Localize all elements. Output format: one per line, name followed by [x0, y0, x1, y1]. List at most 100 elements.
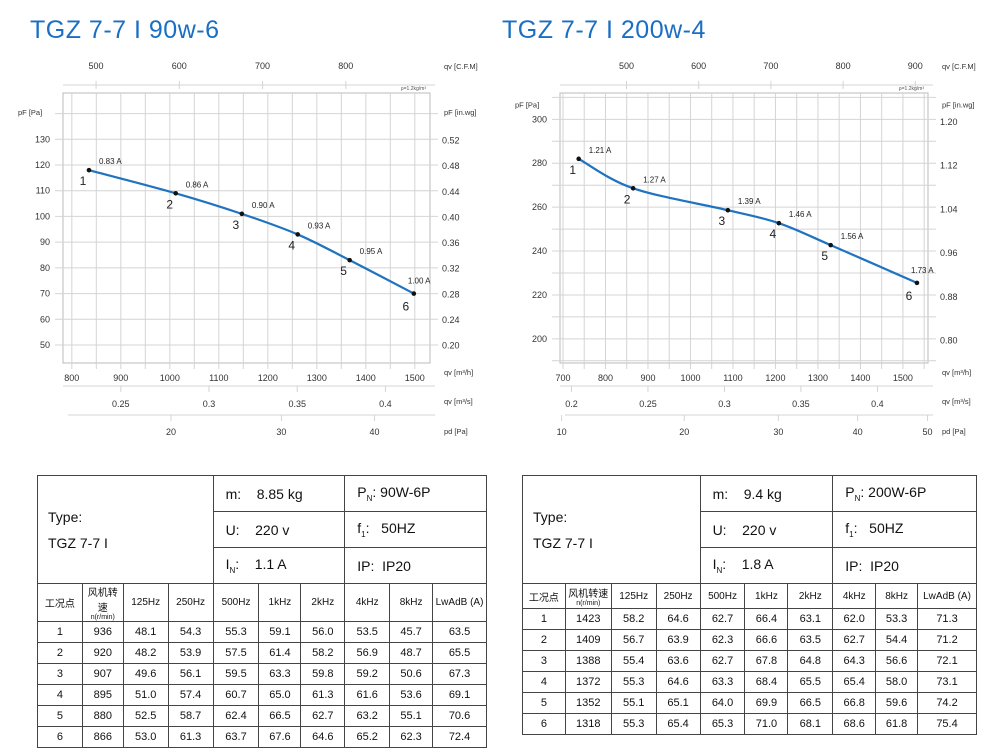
point-number: 5: [340, 264, 347, 278]
column-header: 1kHz: [744, 583, 789, 609]
frequency-value: 50HZ: [381, 520, 416, 537]
x-tick-label: 900: [113, 373, 128, 383]
table-row: 4 1372 55.3 64.6 63.3 68.4 65.5 65.4 58.0 73.1: [522, 671, 977, 693]
table-cell: 66.6: [744, 629, 789, 651]
cfm-tick-label: 900: [908, 61, 923, 71]
table-cell: 53.9: [167, 642, 214, 664]
table-cell: 62.3: [389, 726, 434, 748]
column-header: 125Hz: [610, 583, 657, 609]
x-tick-label: 1000: [160, 373, 180, 383]
x-axis-label: qv [m³/h]: [444, 368, 473, 377]
point-number: 3: [233, 218, 240, 232]
operating-point-3: [725, 207, 731, 213]
x-tick-label: 1100: [723, 373, 742, 383]
column-header: 4kHz: [832, 583, 877, 609]
chart-title-right: TGZ 7-7 I 200w-4: [502, 16, 706, 44]
x-tick-label: 1300: [307, 373, 327, 383]
table-cell: 63.6: [655, 650, 701, 672]
table-cell: 65.3: [699, 713, 746, 735]
ms-tick-label: 0.2: [565, 399, 578, 409]
cfm-tick-label: 600: [172, 61, 187, 71]
column-header: 风机转速 n(r/min): [564, 583, 612, 609]
cfm-axis-label: qv [C.F.M]: [942, 62, 976, 71]
ip-value: IP20: [382, 557, 411, 574]
table-cell: 53.6: [389, 684, 434, 706]
table-cell: 866: [81, 726, 124, 748]
y2-axis-label: pF [in.wg]: [942, 100, 975, 109]
table-cell: 63.5: [432, 621, 487, 643]
table-row: 1 1423 58.2 64.6 62.7 66.4 63.1 62.0 53.3 71.3: [522, 608, 977, 630]
current-value: 1.1 A: [254, 556, 287, 573]
column-header: 2kHz: [787, 583, 834, 609]
table-cell: 74.2: [917, 692, 977, 714]
y2-tick-label: 0.20: [442, 341, 460, 351]
y2-tick-label: 0.24: [442, 315, 460, 325]
table-cell: 2: [37, 642, 83, 664]
operating-point-6: [411, 291, 417, 296]
table-cell: 64.6: [655, 608, 701, 630]
y-tick-label: 280: [532, 158, 547, 168]
pd-axis-label: pd [Pa]: [942, 427, 966, 436]
voltage-value: 220 v: [255, 521, 290, 538]
current-label: 0.93 A: [308, 221, 331, 230]
column-header: 工况点: [522, 583, 566, 609]
x-tick-label: 1000: [680, 373, 700, 383]
y-axis-label: pF [Pa]: [515, 100, 539, 109]
mass-value: 8.85 kg: [256, 485, 303, 502]
pd-tick-label: 10: [557, 427, 567, 437]
point-number: 1: [569, 163, 576, 177]
table-cell: 52.5: [122, 705, 169, 727]
y2-tick-label: 0.32: [442, 264, 460, 274]
y-tick-label: 60: [40, 314, 50, 324]
pd-tick-label: 40: [370, 427, 380, 437]
point-number: 2: [166, 197, 173, 211]
x-tick-label: 800: [64, 373, 79, 383]
table-cell: 64.0: [699, 692, 746, 714]
spec-label: IP:: [845, 557, 863, 574]
point-number: 6: [402, 300, 409, 314]
table-cell: 56.0: [300, 621, 346, 643]
operating-point-6: [914, 280, 920, 286]
speed-unit: n(r/min): [576, 600, 601, 607]
table-cell: 5: [37, 705, 83, 727]
table-cell: 75.4: [917, 713, 977, 735]
ip-cell: IP: IP20: [832, 547, 977, 584]
y-tick-label: 200: [532, 334, 547, 344]
table-cell: 69.1: [432, 684, 487, 706]
point-number: 1: [80, 174, 87, 188]
mass-cell: m: 8.85 kg: [212, 475, 346, 512]
table-cell: 62.7: [699, 650, 746, 672]
point-number: 4: [770, 227, 777, 241]
fan-curve-line: [578, 157, 918, 284]
pd-tick-label: 40: [853, 427, 863, 437]
pd-tick-label: 20: [166, 427, 176, 437]
column-header: 8kHz: [875, 583, 919, 609]
table-cell: 1409: [564, 629, 612, 651]
y2-tick-label: 1.04: [940, 204, 958, 214]
x-tick-label: 900: [640, 373, 655, 383]
table-cell: 67.6: [258, 726, 302, 748]
current-label: 0.95 A: [360, 247, 383, 256]
table-cell: 62.7: [699, 608, 746, 630]
column-header: 风机转速 n(r/min): [81, 583, 124, 622]
table-cell: 65.4: [832, 671, 877, 693]
current-label: 1.27 A: [643, 175, 666, 184]
type-cell: Type: TGZ 7-7 I: [37, 475, 214, 584]
table-cell: 1423: [564, 608, 612, 630]
ms-tick-label: 0.3: [718, 399, 731, 409]
table-cell: 63.3: [699, 671, 746, 693]
y2-tick-label: 0.44: [442, 187, 460, 197]
y2-tick-label: 1.12: [940, 161, 958, 171]
table-cell: 67.3: [432, 663, 487, 685]
density-note: ρ=1.2kg/m³: [401, 86, 427, 92]
table-cell: 58.0: [875, 671, 919, 693]
spec-label: m:: [225, 485, 242, 502]
table-cell: 936: [81, 621, 124, 643]
spec-label: IN:: [225, 556, 240, 575]
y-tick-label: 90: [40, 237, 50, 247]
table-cell: 3: [37, 663, 83, 685]
point-number: 4: [288, 238, 295, 252]
current-label: 0.90 A: [252, 201, 275, 210]
operating-point-3: [239, 211, 245, 217]
type-cell: Type: TGZ 7-7 I: [522, 475, 701, 584]
